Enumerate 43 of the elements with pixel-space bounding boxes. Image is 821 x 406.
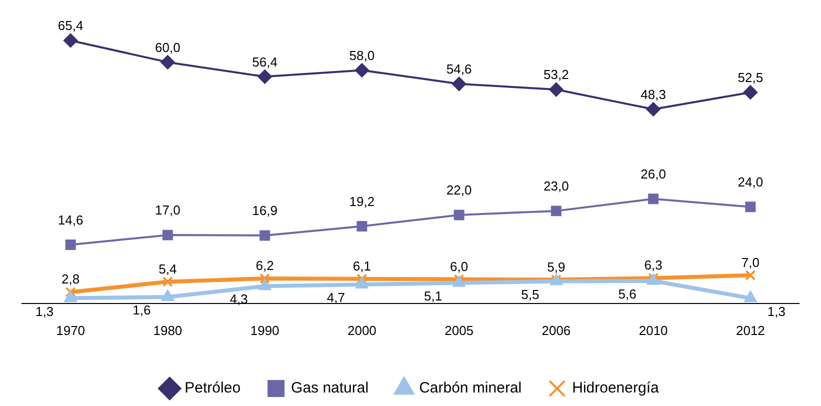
x-tick-label: 2005 xyxy=(444,322,474,338)
data-label: 19,2 xyxy=(349,194,375,209)
x-tick-label: 1980 xyxy=(153,322,182,338)
data-label: 23,0 xyxy=(544,178,569,194)
x-tick-label: 2010 xyxy=(638,322,668,338)
data-label: 6,1 xyxy=(352,258,371,274)
data-label: 24,0 xyxy=(738,174,764,190)
data-label: 5,9 xyxy=(547,259,566,274)
data-label: 54,6 xyxy=(446,61,472,76)
data-label: 60,0 xyxy=(155,40,180,55)
data-label: 65,4 xyxy=(58,18,84,34)
data-label: 48,3 xyxy=(640,86,666,102)
x-tick-label: 1990 xyxy=(250,322,280,338)
legend-label: Gas natural xyxy=(291,380,369,397)
data-label: 6,3 xyxy=(644,258,662,273)
data-label: 5,4 xyxy=(158,261,177,276)
data-label: 52,5 xyxy=(738,70,764,85)
data-label: 26,0 xyxy=(640,166,666,182)
data-label: 5,6 xyxy=(618,286,636,302)
legend-label: Carbón mineral xyxy=(419,380,522,397)
x-tick-label: 2006 xyxy=(542,322,571,338)
data-label: 14,6 xyxy=(58,212,84,228)
data-label: 1,3 xyxy=(767,304,786,319)
x-tick-label: 2000 xyxy=(347,322,376,338)
data-label: 6,0 xyxy=(450,258,468,274)
data-label: 6,2 xyxy=(256,258,274,274)
x-tick-label: 2012 xyxy=(736,322,765,338)
data-label: 22,0 xyxy=(446,182,472,198)
x-tick-label: 1970 xyxy=(56,322,86,338)
legend-label: Hidroenergía xyxy=(572,380,660,397)
legend-label: Petróleo xyxy=(184,380,241,397)
data-label: 4,7 xyxy=(326,290,345,306)
data-label: 5,5 xyxy=(521,286,540,302)
data-label: 2,8 xyxy=(62,272,80,287)
data-label: 16,9 xyxy=(252,203,278,218)
data-label: 5,1 xyxy=(424,288,442,304)
data-label: 17,0 xyxy=(155,202,180,218)
data-label: 56,4 xyxy=(252,54,278,70)
data-label: 53,2 xyxy=(544,67,569,82)
data-label: 1,3 xyxy=(36,304,54,319)
data-label: 58,0 xyxy=(349,48,375,63)
data-label: 7,0 xyxy=(741,254,760,270)
data-label: 1,6 xyxy=(132,302,151,318)
